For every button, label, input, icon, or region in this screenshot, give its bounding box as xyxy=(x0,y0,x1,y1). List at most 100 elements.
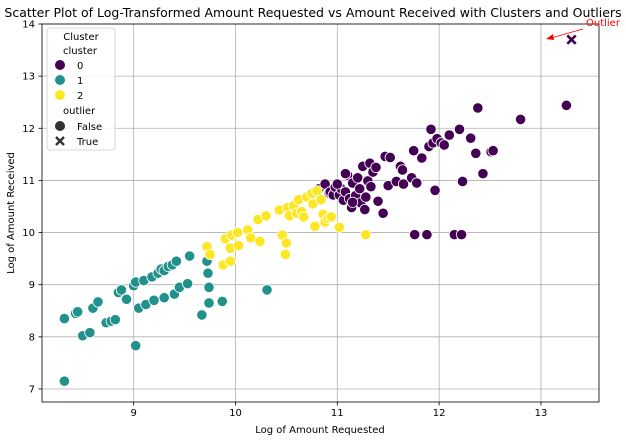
legend-marker-cluster-2 xyxy=(55,90,65,100)
legend-hue-title: cluster xyxy=(63,46,98,57)
y-tick-label: 12 xyxy=(22,124,35,135)
point-cluster-0 xyxy=(455,229,468,241)
point-cluster-1 xyxy=(184,250,196,262)
point-cluster-0 xyxy=(377,207,389,219)
y-tick-label: 11 xyxy=(22,176,35,187)
point-cluster-2 xyxy=(333,221,345,233)
y-tick-label: 13 xyxy=(22,72,35,83)
point-cluster-2 xyxy=(298,211,310,223)
legend-label-outlier-true: True xyxy=(76,137,98,148)
point-cluster-1 xyxy=(92,296,104,308)
point-cluster-0 xyxy=(443,129,455,141)
point-cluster-0 xyxy=(472,102,484,114)
point-cluster-0 xyxy=(331,178,343,190)
outlier-annotation: Outlier xyxy=(546,18,621,40)
point-cluster-0 xyxy=(354,183,366,195)
point-cluster-2 xyxy=(309,220,321,232)
point-cluster-1 xyxy=(261,284,273,296)
data-points xyxy=(58,34,577,387)
point-cluster-1 xyxy=(115,284,128,296)
point-cluster-0 xyxy=(352,172,364,184)
legend-marker-cluster-1 xyxy=(55,75,65,85)
x-axis-label: Log of Amount Requested xyxy=(255,425,384,436)
point-cluster-0 xyxy=(487,145,499,157)
legend-marker-outlier-false xyxy=(55,121,65,131)
legend-label-cluster-0: 0 xyxy=(77,61,83,72)
point-cluster-2 xyxy=(260,210,272,222)
point-cluster-2 xyxy=(224,255,236,267)
y-axis-label: Log of Amount Received xyxy=(6,152,17,274)
point-cluster-2 xyxy=(231,226,244,239)
point-cluster-0 xyxy=(370,161,382,173)
point-cluster-1 xyxy=(58,312,71,325)
point-cluster-0 xyxy=(346,196,359,208)
point-cluster-0 xyxy=(397,178,410,190)
annotation-arrowhead xyxy=(546,34,554,40)
plot-area-frame xyxy=(41,23,600,403)
point-cluster-0 xyxy=(453,123,466,135)
point-cluster-0 xyxy=(416,152,428,164)
point-cluster-1 xyxy=(158,292,170,304)
point-cluster-0 xyxy=(470,147,482,159)
x-tick-label: 13 xyxy=(535,408,548,419)
point-cluster-2 xyxy=(360,229,372,241)
point-cluster-0 xyxy=(365,181,377,193)
point-cluster-0 xyxy=(421,229,433,241)
point-cluster-2 xyxy=(325,211,337,223)
point-cluster-1 xyxy=(109,314,121,326)
point-cluster-0 xyxy=(560,99,573,111)
legend-style-title: outlier xyxy=(63,106,96,117)
x-tick-label: 10 xyxy=(229,408,242,419)
point-cluster-2 xyxy=(204,248,216,261)
point-cluster-1 xyxy=(72,306,84,318)
point-cluster-1 xyxy=(216,295,228,307)
point-cluster-0 xyxy=(411,177,423,189)
point-cluster-1 xyxy=(130,340,142,352)
y-axis-ticks: 7 8 9 10 11 12 13 14 xyxy=(22,20,42,395)
point-cluster-0 xyxy=(384,151,396,164)
legend: Cluster cluster 0 1 2 outlier False True xyxy=(46,27,116,151)
point-cluster-0 xyxy=(456,175,469,188)
point-cluster-0 xyxy=(359,204,371,216)
point-cluster-0 xyxy=(465,132,477,144)
point-cluster-0 xyxy=(409,229,421,241)
annotation-text: Outlier xyxy=(586,18,621,29)
x-axis-ticks: 9 10 11 12 13 xyxy=(130,402,547,419)
point-cluster-2 xyxy=(280,237,292,249)
point-cluster-2 xyxy=(279,248,291,261)
point-cluster-0 xyxy=(339,168,352,180)
point-cluster-1 xyxy=(202,267,214,279)
legend-marker-cluster-0 xyxy=(55,60,65,70)
point-cluster-2 xyxy=(254,235,266,248)
point-cluster-2 xyxy=(315,194,327,206)
legend-title: Cluster xyxy=(63,32,99,43)
y-tick-label: 7 xyxy=(29,384,35,395)
point-cluster-0 xyxy=(360,191,372,203)
legend-label-cluster-1: 1 xyxy=(77,76,83,87)
legend-label-cluster-2: 2 xyxy=(77,91,83,102)
legend-label-outlier-false: False xyxy=(77,122,102,133)
y-tick-label: 8 xyxy=(29,332,35,343)
x-tick-label: 9 xyxy=(130,408,136,419)
point-cluster-0 xyxy=(429,184,441,196)
point-cluster-1 xyxy=(182,278,194,290)
point-cluster-0 xyxy=(438,139,450,151)
point-cluster-1 xyxy=(196,309,208,321)
point-cluster-1 xyxy=(203,297,215,309)
point-cluster-0 xyxy=(408,145,420,157)
point-cluster-2 xyxy=(232,239,245,252)
point-cluster-1 xyxy=(148,294,160,306)
point-cluster-0 xyxy=(425,123,437,135)
point-cluster-0 xyxy=(514,113,527,126)
x-tick-label: 12 xyxy=(433,408,446,419)
x-tick-label: 11 xyxy=(331,408,344,419)
annotation-arrow xyxy=(550,28,584,39)
legend-box xyxy=(46,27,116,151)
chart-title: Scatter Plot of Log-Transformed Amount R… xyxy=(4,5,621,20)
point-cluster-1 xyxy=(84,327,96,339)
y-tick-label: 14 xyxy=(22,20,35,31)
point-cluster-1 xyxy=(58,375,71,387)
y-tick-label: 10 xyxy=(22,228,35,239)
point-cluster-0 xyxy=(372,195,384,207)
